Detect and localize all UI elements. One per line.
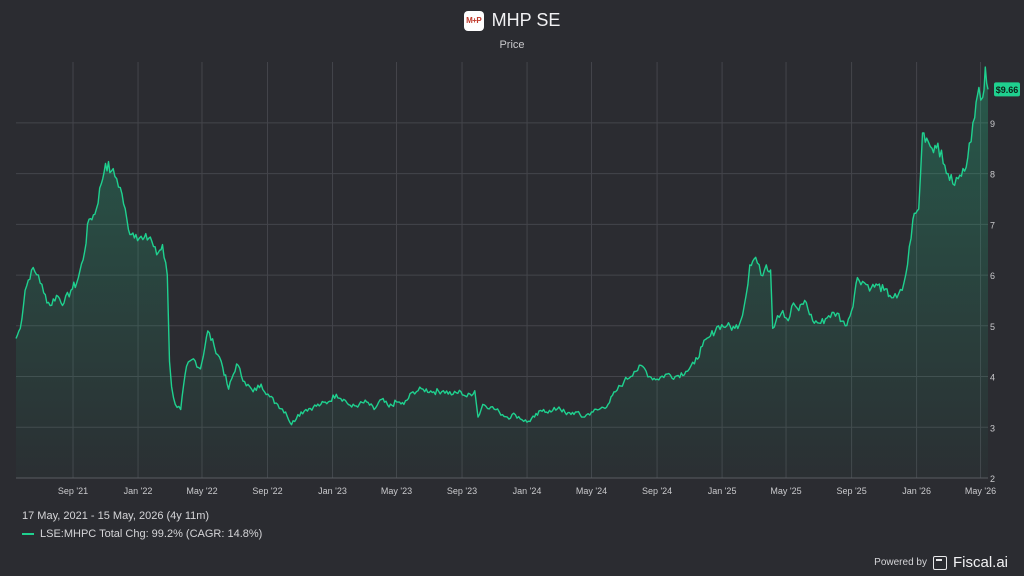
y-tick-label: 3 (990, 423, 995, 433)
x-tick-label: May '22 (186, 486, 217, 496)
date-range: 17 May, 2021 - 15 May, 2026 (4y 11m) (22, 510, 210, 522)
series-area (16, 67, 988, 478)
legend-line-icon (22, 533, 34, 535)
legend-label: LSE:MHPC Total Chg: 99.2% (CAGR: 14.8%) (40, 528, 263, 540)
fiscal-ai-logo-icon (932, 555, 947, 570)
chart-header: M+P MHP SE Price (0, 10, 1024, 51)
x-tick-label: May '26 (965, 486, 996, 496)
company-logo-icon: M+P (463, 10, 484, 31)
brand-name: Fiscal.ai (952, 554, 1008, 571)
powered-by[interactable]: Powered by Fiscal.ai (874, 554, 1008, 571)
x-tick-label: Sep '25 (836, 486, 866, 496)
y-tick-label: 2 (990, 474, 995, 484)
y-tick-label: 6 (990, 271, 995, 281)
x-tick-label: May '24 (576, 486, 607, 496)
y-tick-label: 4 (990, 373, 995, 383)
y-tick-label: 9 (990, 119, 995, 129)
x-tick-label: Jan '24 (513, 486, 542, 496)
x-tick-label: Jan '26 (902, 486, 931, 496)
x-tick-label: Jan '22 (124, 486, 153, 496)
title-row: M+P MHP SE (0, 10, 1024, 31)
x-tick-label: May '23 (381, 486, 412, 496)
y-tick-label: 8 (990, 170, 995, 180)
legend[interactable]: LSE:MHPC Total Chg: 99.2% (CAGR: 14.8%) (22, 528, 262, 540)
y-tick-label: 7 (990, 220, 995, 230)
chart-title: MHP SE (491, 10, 561, 30)
x-tick-label: Jan '25 (708, 486, 737, 496)
x-tick-label: May '25 (770, 486, 801, 496)
y-tick-label: 5 (990, 322, 995, 332)
last-value-badge (994, 82, 1020, 97)
series-line-mhpc (15, 66, 989, 426)
x-tick-label: Sep '24 (642, 486, 672, 496)
x-tick-label: Sep '22 (252, 486, 282, 496)
powered-by-label: Powered by (874, 557, 927, 568)
x-tick-label: Sep '23 (447, 486, 477, 496)
chart-subtitle: Price (499, 39, 525, 51)
x-tick-label: Jan '23 (318, 486, 347, 496)
x-tick-label: Sep '21 (58, 486, 88, 496)
last-value-label: $9.66 (996, 85, 1019, 95)
